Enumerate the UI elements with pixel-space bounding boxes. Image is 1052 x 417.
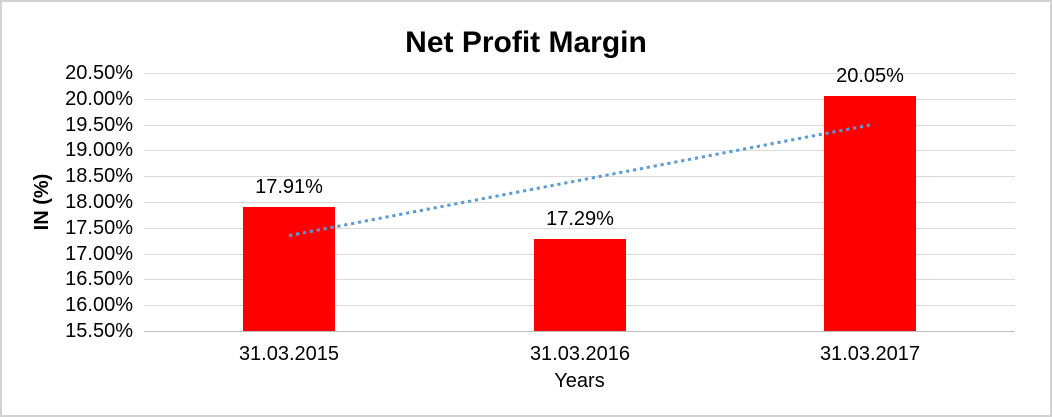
- gridline: [144, 99, 1015, 100]
- bar-value-label: 20.05%: [836, 65, 904, 87]
- bar-value-label: 17.91%: [255, 176, 323, 198]
- y-tick-label: 20.50%: [65, 62, 133, 84]
- x-axis-title: Years: [554, 370, 605, 392]
- y-tick-label: 15.50%: [65, 320, 133, 342]
- y-tick-label: 16.00%: [65, 294, 133, 316]
- x-category-label: 31.03.2015: [238, 343, 340, 365]
- y-tick-label: 20.00%: [65, 88, 133, 110]
- y-tick-label: 19.50%: [65, 114, 133, 136]
- gridline: [144, 331, 1015, 332]
- y-tick-label: 18.00%: [65, 191, 133, 213]
- bar: [243, 207, 335, 331]
- bar: [534, 239, 626, 331]
- bar: [824, 96, 916, 331]
- y-tick-label: 17.00%: [65, 243, 133, 265]
- bar-value-label: 17.29%: [546, 208, 614, 230]
- x-category-label: 31.03.2017: [819, 343, 921, 365]
- y-tick-label: 16.50%: [65, 268, 133, 290]
- y-tick-label: 17.50%: [65, 217, 133, 239]
- gridline: [144, 73, 1015, 74]
- y-tick-label: 18.50%: [65, 165, 133, 187]
- x-category-label: 31.03.2016: [529, 343, 631, 365]
- chart-title: Net Profit Margin: [405, 26, 647, 59]
- y-tick-label: 19.00%: [65, 139, 133, 161]
